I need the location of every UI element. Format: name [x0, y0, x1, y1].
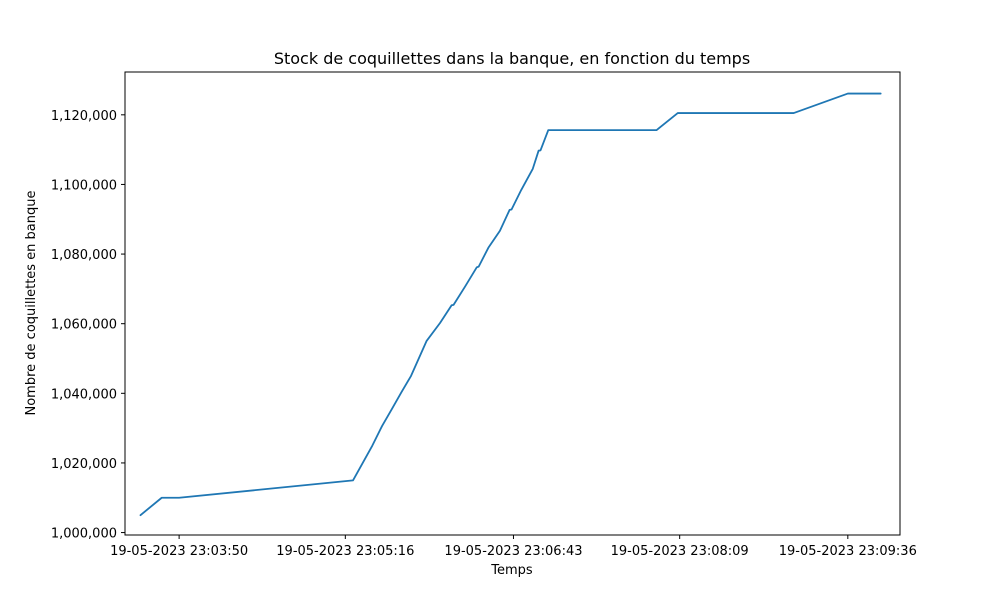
y-tick-label: 1,120,000: [51, 109, 117, 124]
y-tick-label: 1,040,000: [51, 387, 117, 402]
y-axis-title: Nombre de coquillettes en banque: [24, 190, 39, 415]
y-tick-label: 1,060,000: [51, 318, 117, 333]
x-tick-label: 19-05-2023 23:08:09: [611, 544, 749, 559]
y-tick-label: 1,020,000: [51, 457, 117, 472]
x-tick-label: 19-05-2023 23:06:43: [444, 544, 582, 559]
series-line-1: [139, 92, 882, 517]
y-axis-ticks: 1,000,000 1,020,000 1,040,000 1,060,000 1,08…: [51, 109, 125, 542]
x-tick-label: 19-05-2023 23:09:36: [779, 544, 917, 559]
plot-area-frame: [124, 71, 901, 536]
series-layer: [139, 92, 882, 517]
x-tick-label: 19-05-2023 23:05:16: [276, 544, 414, 559]
x-axis-ticks: 19-05-2023 23:03:50 19-05-2023 23:05:16 19…: [110, 535, 917, 559]
x-axis-title: Temps: [490, 563, 533, 578]
y-tick-label: 1,000,000: [51, 527, 117, 542]
chart-title: Stock de coquillettes dans la banque, en…: [274, 49, 750, 68]
y-tick-label: 1,100,000: [51, 178, 117, 193]
y-tick-label: 1,080,000: [51, 248, 117, 263]
x-tick-label: 19-05-2023 23:03:50: [110, 544, 248, 559]
